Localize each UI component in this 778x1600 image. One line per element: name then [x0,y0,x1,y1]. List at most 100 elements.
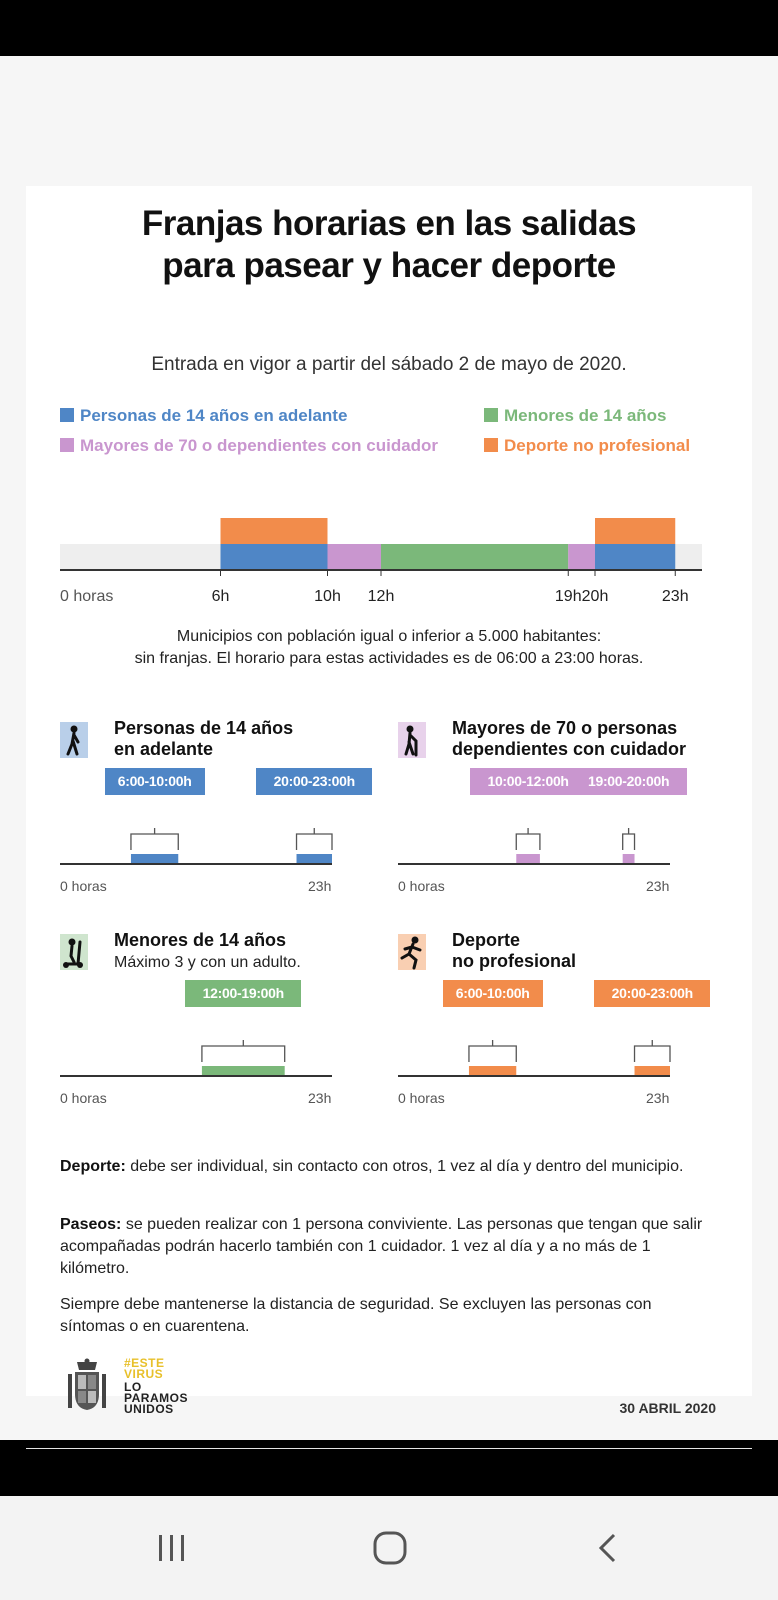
panel-slot-bracket [622,828,636,850]
timeline-tick-label: 10h [314,588,341,605]
panel-title-line-1: Personas de 14 años [114,718,294,738]
note-line-1: Municipios con población igual o inferio… [176,628,602,645]
panel-3: Menores de 14 años Máximo 3 y con un adul… [60,928,380,1128]
panel-slot-bracket [130,828,179,850]
rule-label: Deporte: [60,1158,126,1175]
panel-axis-end-label: 23h [308,878,332,894]
panel-title-line-2: dependientes con cuidador [452,739,687,759]
panel-1: Personas de 14 años en adelante 6:00-10:00… [60,716,380,916]
running-person-icon [398,934,426,970]
publication-date: 30 ABRIL 2020 [619,1400,717,1416]
panel-slot-bracket [515,828,541,850]
legend-swatch [60,408,74,422]
panel-axis-start-label: 0 horas [60,878,107,894]
rule-deporte: Deporte: debe ser individual, sin contac… [60,1156,720,1178]
main-timeline-chart [60,518,702,576]
legend-item-minors: Menores de 14 años [484,406,667,426]
timeline-bar [381,544,569,570]
slogan-line: UNIDOS [124,1402,174,1416]
panel-title-line-1: Mayores de 70 o personas [452,718,678,738]
timeline-tick-label: 12h [367,588,395,605]
panel-title-line-1: Menores de 14 años [114,930,287,950]
back-icon[interactable] [596,1532,620,1564]
timeline-bar [568,544,595,570]
panel-axis-start-label: 0 horas [398,878,445,894]
panel-slot-bar [516,854,540,864]
panel-slot-tag: 12:00-19:00h [185,980,302,1007]
timeline-bar [327,544,381,570]
legend-swatch [484,438,498,452]
subtitle: Entrada en vigor a partir del sábado 2 d… [151,354,627,375]
panel-axis-start-label: 0 horas [60,1090,107,1106]
slogan-line: #ESTE [124,1356,165,1370]
panel-slot-bar [622,854,635,864]
panel-timeline [398,828,670,865]
panel-axis-end-label: 23h [308,1090,332,1106]
slogan-line: PARAMOS [124,1391,188,1405]
legend-item-adults: Personas de 14 años en adelante [60,406,347,426]
timeline-bar [220,518,328,544]
panel-title-line-2: en adelante [114,739,214,759]
timeline-bar [595,544,676,570]
panel-slot-bar [634,1066,670,1076]
legend-swatch [60,438,74,452]
panel-slot-tag: 20:00-23:00h [256,768,373,795]
panel-slot-bar [468,1066,517,1076]
rule-text: debe ser individual, sin contacto con ot… [125,1158,684,1175]
panel-title-line-2: no profesional [452,951,577,971]
walking-person-icon [60,722,88,758]
panel-slot-bracket [201,1040,286,1062]
legend-item-sport: Deporte no profesional [484,436,690,456]
timeline-axis-start-label: 0 horas [60,588,114,605]
recent-apps-icon[interactable] [156,1532,188,1564]
panel-slot-bracket [468,1040,517,1062]
legend-label: Mayores de 70 o dependientes con cuidado… [80,436,439,455]
title-line-1: Franjas horarias en las salidas [141,204,637,243]
home-icon[interactable] [372,1530,408,1566]
rule-label: Paseos: [60,1216,122,1233]
legend-swatch [484,408,498,422]
legend-label: Menores de 14 años [504,406,667,425]
legend-label: Personas de 14 años en adelante [80,406,348,425]
panel-slot-tag: 19:00-20:00h [570,768,687,795]
screen: Franjas horarias en las salidas para pas… [0,56,778,1449]
panel-slot-tag: 10:00-12:00h [470,768,587,795]
panel-axis-end-label: 23h [646,878,670,894]
panel-timeline [398,1040,671,1077]
panel-slot-tag: 6:00-10:00h [104,768,205,795]
slogan-line: LO [124,1380,142,1394]
panel-axis-start-label: 0 horas [398,1090,445,1106]
panel-timeline [60,828,333,865]
footer-divider [26,1448,752,1449]
slogan-line: VIRUS [124,1367,164,1381]
panel-slot-bracket [633,1040,671,1062]
panel-4: Deporte no profesional 6:00-10:00h 20:00-23… [398,928,718,1128]
child-scooter-icon [60,934,88,970]
rule-paseos: Paseos: se pueden realizar con 1 persona… [60,1214,720,1280]
panel-subtitle: Máximo 3 y con un adulto. [114,954,301,971]
note-line-2: sin franjas. El horario para estas activ… [134,650,644,667]
elderly-person-cane-icon [398,722,426,758]
timeline-bar [220,544,328,570]
panel-2: Mayores de 70 o personas dependientes con… [398,716,718,916]
timeline-tick-label: 23h [661,588,689,605]
timeline-tick-label: 20h [581,588,609,605]
rule-text: se pueden realizar con 1 persona convivi… [60,1216,703,1277]
panel-slot-tag: 6:00-10:00h [442,980,543,1007]
legend-label: Deporte no profesional [504,436,691,455]
panel-timeline [60,1040,332,1077]
rule-distancia: Siempre debe mantenerse la distancia de … [60,1294,720,1338]
panel-axis-end-label: 23h [646,1090,670,1106]
rule-text: Siempre debe mantenerse la distancia de … [60,1296,652,1335]
panel-slot-bar [296,854,332,864]
panel-slot-bar [201,1066,285,1076]
panel-slot-bracket [295,828,333,850]
panel-title-line-1: Deporte [452,930,521,950]
legend-item-elderly: Mayores de 70 o dependientes con cuidado… [60,436,438,456]
infographic-card: Franjas horarias en las salidas para pas… [26,186,752,1449]
timeline-bar [595,518,676,544]
timeline-tick-label: 6h [211,588,230,605]
android-nav-bar [0,1496,778,1600]
panel-slot-bar [130,854,179,864]
timeline-tick-label: 19h [554,588,582,605]
